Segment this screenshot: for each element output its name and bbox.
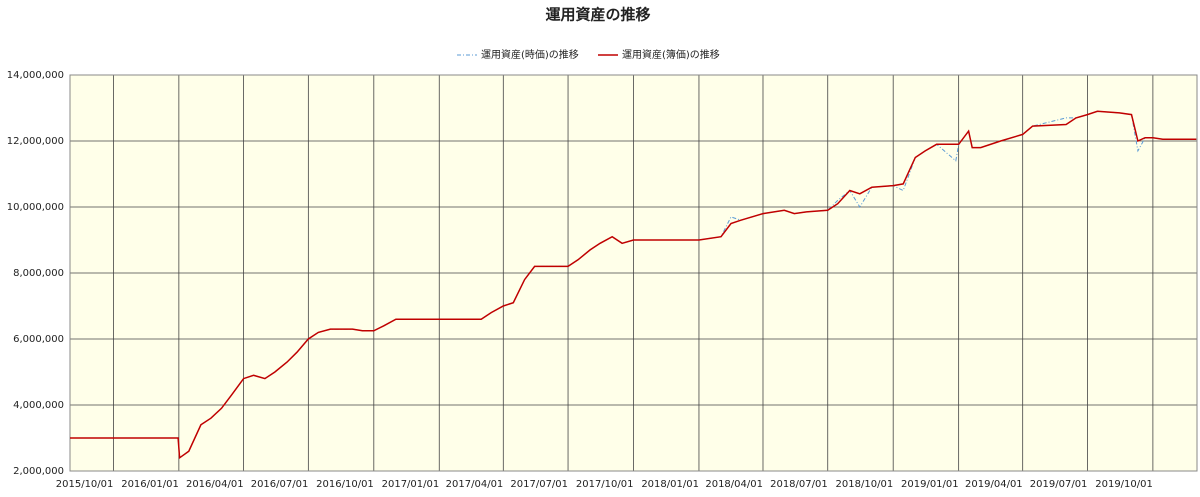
x-tick-label: 2019/07/01 [1030, 479, 1088, 490]
x-tick-label: 2018/07/01 [770, 479, 828, 490]
x-tick-label: 2017/04/01 [446, 479, 504, 490]
x-tick-label: 2016/10/01 [316, 479, 374, 490]
y-tick-label: 14,000,000 [7, 70, 64, 81]
x-tick-label: 2019/04/01 [965, 479, 1023, 490]
x-tick-label: 2017/07/01 [510, 479, 568, 490]
y-tick-label: 6,000,000 [13, 334, 64, 345]
y-tick-label: 10,000,000 [7, 202, 64, 213]
x-tick-label: 2017/10/01 [576, 479, 634, 490]
x-tick-label: 2016/07/01 [251, 479, 309, 490]
x-tick-label: 2018/01/01 [641, 479, 699, 490]
x-tick-label: 2015/10/01 [56, 479, 114, 490]
chart-title: 運用資産の推移 [545, 6, 650, 24]
x-tick-label: 2019/10/01 [1095, 479, 1153, 490]
line [70, 110, 1197, 460]
y-tick-label: 8,000,000 [13, 268, 64, 279]
plot-border [69, 74, 1198, 472]
legend-label: 運用資産(時価)の推移 [481, 48, 579, 61]
x-tick-label: 2018/10/01 [836, 479, 894, 490]
x-tick-label: 2017/01/01 [382, 479, 440, 490]
y-tick-label: 2,000,000 [13, 466, 64, 477]
y-tick-label: 4,000,000 [13, 400, 64, 411]
x-tick-label: 2018/04/01 [705, 479, 763, 490]
y-tick-label: 12,000,000 [7, 136, 64, 147]
x-tick-label: 2019/01/01 [901, 479, 959, 490]
x-tick-label: 2016/01/01 [121, 479, 179, 490]
legend-label: 運用資産(簿価)の推移 [622, 48, 720, 61]
x-tick-label: 2016/04/01 [186, 479, 244, 490]
